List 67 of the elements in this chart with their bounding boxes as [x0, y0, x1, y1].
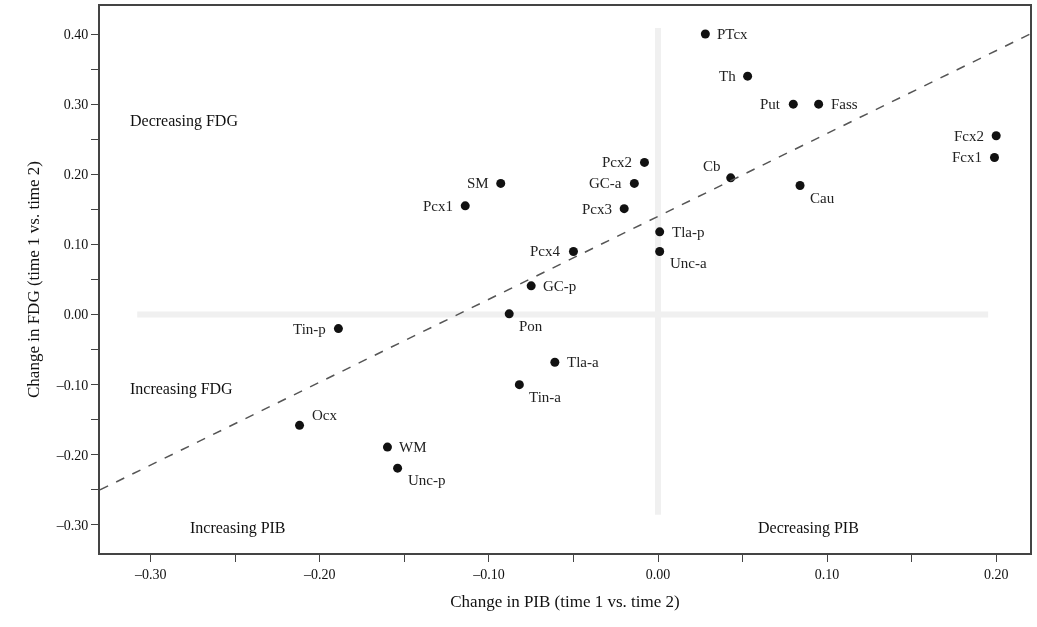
- point: [743, 71, 753, 81]
- x-tick-label: –0.30: [133, 566, 167, 582]
- annotation: Unc-p: [408, 472, 446, 488]
- annotation: Fcx2: [954, 128, 984, 144]
- annotation: Decreasing PIB: [758, 519, 859, 537]
- point: [655, 246, 665, 256]
- point: [382, 442, 392, 452]
- point: [526, 281, 536, 291]
- point: [333, 324, 343, 334]
- annotation: Pcx4: [530, 243, 561, 259]
- y-tick-label: 0.20: [63, 167, 89, 183]
- annotation: Fcx1: [952, 149, 982, 165]
- point: [393, 463, 403, 473]
- y-tick-label: –0.20: [55, 447, 89, 463]
- annotation: Unc-a: [670, 255, 707, 271]
- annotation: Tla-a: [567, 354, 599, 370]
- annotation: PTcx: [717, 26, 749, 42]
- annotation: Increasing PIB: [190, 519, 286, 537]
- y-tick-label: –0.30: [55, 517, 89, 533]
- annotation: Th: [719, 68, 737, 84]
- y-tick-label: 0.10: [63, 237, 89, 253]
- point: [460, 201, 470, 211]
- point: [700, 29, 710, 39]
- annotation: GC-a: [589, 175, 622, 191]
- y-tick-label: 0.40: [63, 26, 89, 42]
- point: [989, 152, 999, 162]
- annotation: Pcx2: [602, 154, 632, 170]
- y-tick-label: –0.10: [55, 377, 89, 393]
- y-axis-title: Change in FDG (time 1 vs. time 2): [23, 160, 43, 399]
- annotation: Pon: [519, 318, 543, 334]
- annotation: Tla-p: [672, 224, 705, 240]
- x-tick-label: 0.00: [645, 566, 671, 582]
- point: [788, 99, 798, 109]
- annotation: Put: [760, 96, 781, 112]
- point: [814, 99, 824, 109]
- point: [496, 178, 506, 188]
- annotation: WM: [399, 439, 427, 455]
- annotation: GC-p: [543, 278, 577, 294]
- point: [639, 157, 649, 167]
- point: [991, 131, 1001, 141]
- point: [514, 380, 524, 390]
- point: [568, 246, 578, 256]
- x-tick-label: –0.10: [472, 566, 505, 582]
- annotation: Tin-a: [529, 389, 562, 405]
- x-tick-label: –0.20: [303, 566, 336, 582]
- annotation: Increasing FDG: [130, 380, 234, 398]
- annotation: Pcx3: [582, 201, 612, 217]
- point: [504, 309, 514, 319]
- annotation: Pcx1: [423, 198, 453, 214]
- annotation: SM: [467, 175, 489, 191]
- point: [655, 227, 665, 237]
- annotation: Decreasing FDG: [130, 112, 239, 130]
- point: [629, 178, 639, 188]
- point: [550, 357, 560, 367]
- annotation: Cau: [810, 190, 835, 206]
- y-tick-label: 0.00: [63, 307, 89, 323]
- x-axis-title: Change in PIB (time 1 vs. time 2): [450, 591, 680, 611]
- x-tick-label: 0.10: [814, 566, 840, 582]
- annotation: Tin-p: [293, 321, 326, 337]
- point: [295, 420, 305, 430]
- x-tick-label: 0.20: [983, 566, 1009, 582]
- point: [795, 181, 805, 191]
- annotation: Cb: [703, 158, 721, 174]
- y-tick-label: 0.30: [63, 97, 89, 113]
- point: [619, 204, 629, 214]
- annotation: Fass: [831, 96, 858, 112]
- annotation: Ocx: [312, 407, 338, 423]
